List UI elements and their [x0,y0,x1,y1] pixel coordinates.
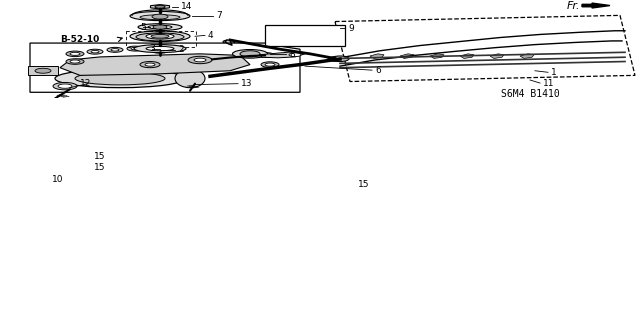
Ellipse shape [146,33,174,39]
Ellipse shape [175,69,205,88]
Text: Fr.: Fr. [566,1,580,11]
Text: 5: 5 [140,23,146,32]
Circle shape [156,49,164,52]
Bar [126,31,196,47]
Circle shape [35,68,51,73]
Ellipse shape [130,11,190,21]
Text: 9: 9 [348,24,354,33]
Circle shape [107,48,123,52]
Circle shape [188,56,212,64]
Polygon shape [30,43,300,92]
Circle shape [153,25,167,29]
Ellipse shape [232,49,268,58]
Circle shape [152,48,168,53]
Circle shape [152,14,168,19]
Text: 15: 15 [358,180,369,189]
Text: 2: 2 [178,45,184,54]
Circle shape [240,51,260,57]
Circle shape [66,59,84,64]
Ellipse shape [146,47,174,51]
Text: 3: 3 [149,44,155,53]
Bar [265,25,345,46]
Bar [28,66,58,75]
Polygon shape [60,54,250,75]
Ellipse shape [134,45,186,53]
Text: 14: 14 [181,2,193,11]
Text: 1: 1 [551,68,557,77]
Text: 13: 13 [241,79,253,88]
Ellipse shape [55,69,185,88]
Circle shape [53,82,77,90]
Text: 11: 11 [543,78,554,87]
Circle shape [258,53,274,57]
Polygon shape [260,52,305,58]
Text: S6M4 B1410: S6M4 B1410 [500,89,559,99]
Circle shape [328,57,342,61]
Circle shape [111,48,119,51]
Circle shape [58,84,72,88]
Polygon shape [335,15,635,82]
Polygon shape [490,54,504,58]
Circle shape [223,40,235,44]
Circle shape [145,63,155,66]
Bar [148,48,172,51]
Ellipse shape [130,31,190,41]
Polygon shape [400,54,414,58]
Text: 12: 12 [79,79,91,88]
Text: 15: 15 [93,163,105,172]
Polygon shape [430,54,444,58]
Ellipse shape [136,33,184,41]
Circle shape [91,50,99,53]
Circle shape [131,48,139,50]
Polygon shape [460,54,474,58]
Ellipse shape [138,24,182,30]
Text: B-52-10: B-52-10 [60,35,99,44]
Circle shape [261,62,279,67]
Circle shape [140,62,160,68]
Circle shape [70,60,80,63]
Circle shape [87,49,103,54]
Circle shape [70,52,80,56]
Text: 8: 8 [289,50,295,59]
Circle shape [265,63,275,66]
Ellipse shape [75,72,165,85]
Text: 10: 10 [51,174,63,183]
Circle shape [200,74,220,80]
Ellipse shape [140,15,180,20]
Circle shape [155,5,165,8]
Text: 15: 15 [93,152,105,161]
Text: 7: 7 [216,11,221,20]
Text: 6: 6 [375,66,381,75]
Circle shape [66,51,84,56]
Circle shape [289,53,301,56]
Polygon shape [370,54,384,58]
Polygon shape [150,4,170,9]
Polygon shape [202,58,218,76]
Ellipse shape [148,25,172,29]
Text: 4: 4 [208,31,214,40]
Ellipse shape [151,34,169,38]
Polygon shape [520,54,534,58]
Circle shape [331,56,349,62]
Circle shape [194,58,206,62]
Circle shape [127,46,143,51]
FancyArrow shape [582,3,610,8]
